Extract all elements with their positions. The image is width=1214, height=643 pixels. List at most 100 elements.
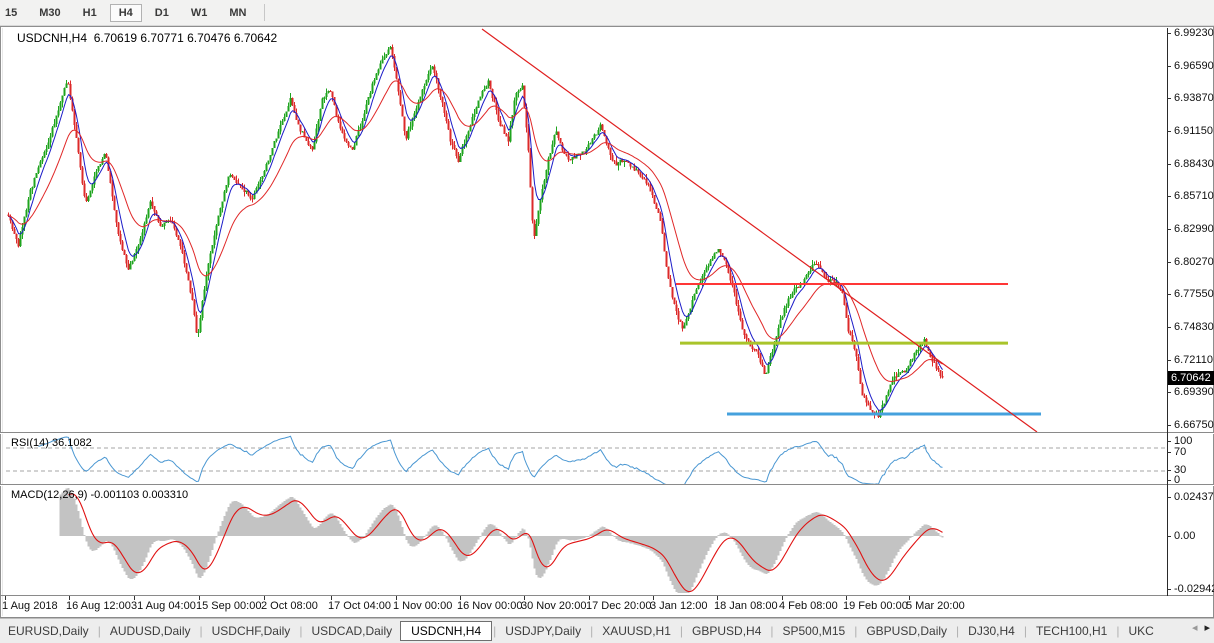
symbol-tab-dj30-h4[interactable]: DJ30,H4 xyxy=(968,624,1015,638)
price-tick-label: 6.69390 xyxy=(1174,386,1214,399)
symbol-tab-xauusd-h1[interactable]: XAUUSD,H1 xyxy=(602,624,671,638)
indicator-tick-mark xyxy=(1167,441,1171,442)
separator-macd-dates xyxy=(0,595,1214,596)
date-tick-label: 5 Mar 20:00 xyxy=(906,600,965,612)
date-tick-mark xyxy=(524,596,525,600)
symbol-tab-usdcad-daily[interactable]: USDCAD,Daily xyxy=(311,624,393,638)
tab-separator: | xyxy=(299,624,303,638)
timeframe-button-d1[interactable]: D1 xyxy=(154,6,169,19)
date-tick-label: 16 Aug 12:00 xyxy=(66,600,131,612)
indicator-tick-label: 30 xyxy=(1174,464,1187,476)
indicator-tick-mark xyxy=(1167,480,1171,481)
date-tick-mark xyxy=(264,596,265,600)
timeframe-button-15[interactable]: 15 xyxy=(5,6,18,19)
separator-main-rsi[interactable] xyxy=(0,432,1214,433)
date-tick-mark xyxy=(396,596,397,600)
chart-window-top-border xyxy=(0,26,1214,27)
price-tick-mark xyxy=(1167,261,1171,263)
separator-dates-tabs xyxy=(0,617,1214,618)
indicator-tick-label: 100 xyxy=(1174,435,1193,447)
symbol-tab-tech100-h1[interactable]: TECH100,H1 xyxy=(1035,624,1108,638)
separator-rsi-macd-hl xyxy=(0,485,1214,486)
date-tick-mark xyxy=(909,596,910,600)
date-tick-mark xyxy=(69,596,70,600)
symbol-tab-sp500-m15[interactable]: SP500,M15 xyxy=(782,624,846,638)
chart-title-symbol: USDCNH,H4 xyxy=(17,31,88,45)
symbol-tab-ukc[interactable]: UKC xyxy=(1128,624,1154,638)
price-tick-label: 6.91150 xyxy=(1174,125,1213,137)
price-tick-label: 6.99230 xyxy=(1174,27,1214,39)
tab-separator: | xyxy=(679,624,684,638)
rsi-pane-canvas[interactable] xyxy=(6,434,1167,484)
symbol-tab-usdjpy-daily[interactable]: USDJPY,Daily xyxy=(505,624,582,638)
date-tick-label: 1 Aug 2018 xyxy=(2,600,58,612)
rsi-label: RSI(14) 36.1082 xyxy=(11,437,92,449)
separator-rsi-macd[interactable] xyxy=(0,484,1214,485)
tab-separator: | xyxy=(854,624,858,638)
date-tick-mark xyxy=(331,596,332,600)
price-tick-mark xyxy=(1167,294,1171,296)
price-tick-label: 6.96590 xyxy=(1174,59,1214,72)
separator-main-rsi-hl xyxy=(0,433,1214,434)
price-axis[interactable] xyxy=(1167,28,1214,596)
symbol-tab-bar: EURUSD,Daily | AUDUSD,Daily | USDCHF,Daily | U… xyxy=(0,618,1214,643)
price-tick-label: 6.82990 xyxy=(1174,223,1214,235)
price-tick-mark xyxy=(1167,392,1171,394)
indicator-tick-mark xyxy=(1167,536,1171,537)
tab-separator: | xyxy=(199,624,203,638)
date-tick-mark xyxy=(782,596,783,600)
symbol-tab-gbpusd-daily[interactable]: GBPUSD,Daily xyxy=(866,624,948,638)
price-tick-mark xyxy=(1167,98,1171,100)
date-tick-label: 30 Nov 20:00 xyxy=(521,600,587,612)
toolbar-separator xyxy=(264,4,266,21)
timeframe-button-h1[interactable]: H1 xyxy=(82,6,97,19)
date-tick-mark xyxy=(653,596,654,600)
timeframe-toolbar: 15 M30 H1 H4 D1 W1 MN xyxy=(0,0,1214,26)
tab-separator: | xyxy=(956,624,960,638)
tab-separator: | xyxy=(493,624,497,638)
indicator-tick-label: 70 xyxy=(1174,446,1187,458)
candlestick-chart-canvas[interactable] xyxy=(6,28,1167,432)
symbol-tab-gbpusd-h4[interactable]: GBPUSD,H4 xyxy=(692,624,762,638)
chart-window-inner-border xyxy=(2,28,3,616)
timeframe-button-w1[interactable]: W1 xyxy=(190,6,208,19)
tab-scroll-left-icon[interactable]: ◂ xyxy=(1191,622,1198,634)
date-tick-mark xyxy=(199,596,200,600)
tab-scroll-right-icon[interactable]: ▸ xyxy=(1204,622,1210,634)
date-tick-label: 19 Feb 00:00 xyxy=(843,600,908,612)
price-axis-spine xyxy=(1167,28,1168,596)
macd-pane-canvas[interactable] xyxy=(6,486,1167,595)
date-tick-label: 15 Sep 00:00 xyxy=(196,600,262,612)
price-tick-mark xyxy=(1167,229,1171,230)
date-tick-label: 17 Dec 20:00 xyxy=(586,600,652,612)
symbol-tab-usdchf-daily[interactable]: USDCHF,Daily xyxy=(211,624,291,638)
symbol-tab-eurusd-daily[interactable]: EURUSD,Daily xyxy=(8,624,89,638)
price-tick-label: 6.85710 xyxy=(1174,190,1214,203)
symbol-tab-audusd-daily[interactable]: AUDUSD,Daily xyxy=(109,624,191,638)
current-price-tag: 6.70642 xyxy=(1168,371,1214,386)
date-tick-mark xyxy=(717,596,718,600)
indicator-tick-label: 0.024372 xyxy=(1174,491,1214,503)
timeframe-button-m30[interactable]: M30 xyxy=(39,6,61,19)
price-tick-label: 6.93870 xyxy=(1174,92,1214,105)
date-tick-label: 18 Jan 08:00 xyxy=(714,600,778,612)
timeframe-button-h4[interactable]: H4 xyxy=(109,3,142,22)
indicator-tick-mark xyxy=(1167,452,1171,453)
indicator-tick-mark xyxy=(1167,470,1171,471)
chart-title-ohlc: 6.70619 6.70771 6.70476 6.70642 xyxy=(93,31,278,45)
indicator-tick-label: 0.00 xyxy=(1174,530,1196,542)
price-tick-label: 6.74830 xyxy=(1174,321,1214,333)
indicator-tick-label: -0.029423 xyxy=(1174,583,1214,595)
date-tick-label: 16 Nov 00:00 xyxy=(457,600,523,612)
tab-separator: | xyxy=(1116,624,1120,638)
indicator-tick-label: 0 xyxy=(1174,474,1181,486)
date-tick-mark xyxy=(5,596,6,600)
price-tick-mark xyxy=(1167,425,1171,426)
price-tick-mark xyxy=(1167,359,1171,361)
tab-separator: | xyxy=(1023,624,1027,638)
tab-scroll-arrows: ◂ ▸ xyxy=(1187,621,1210,634)
price-tick-mark xyxy=(1167,131,1171,132)
date-tick-label: 17 Oct 04:00 xyxy=(328,600,391,612)
symbol-tab-usdcnh-h4[interactable]: USDCNH,H4 xyxy=(400,621,493,641)
timeframe-button-mn[interactable]: MN xyxy=(229,6,247,19)
